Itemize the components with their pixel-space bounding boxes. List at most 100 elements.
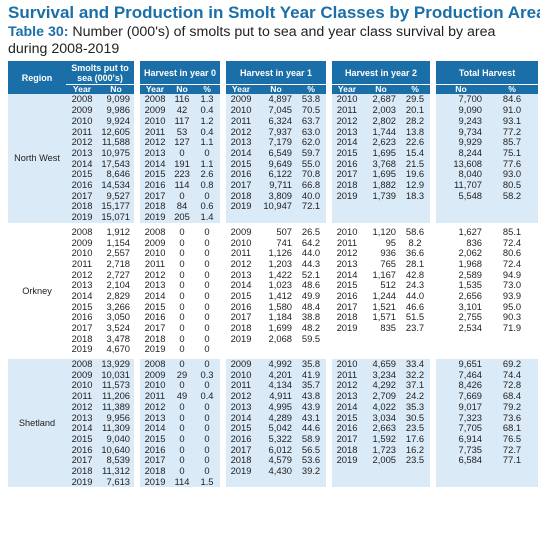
total-pct-cell: 69.2 xyxy=(486,358,539,370)
harvest2-no-cell: 2,623 xyxy=(362,137,401,148)
harvest1-pct-cell: 49.9 xyxy=(296,290,327,302)
harvest0-pct-cell: 0 xyxy=(194,358,221,370)
total-no-cell: 9,017 xyxy=(436,401,487,413)
harvest1-pct-cell: 44.3 xyxy=(296,258,327,270)
table-row: 2014 11,309 2014 0 0 2015 5,042 44.6 2016 2,663 23… xyxy=(8,423,539,434)
smolt-year-cell: 2011 xyxy=(66,391,98,402)
harvest1-year-cell: 2013 xyxy=(226,401,257,413)
harvest2-no-cell: 1,167 xyxy=(362,269,401,281)
harvest2-no-cell: 2,663 xyxy=(362,423,401,434)
smolt-count-cell: 9,924 xyxy=(98,115,135,127)
harvest1-year-cell: 2009 xyxy=(226,226,257,238)
harvest1-no-cell: 1,699 xyxy=(256,322,297,334)
harvest1-year-cell: 2017 xyxy=(226,444,257,456)
harvest1-pct-cell: 43.1 xyxy=(296,412,327,424)
harvest0-year-cell: 2010 xyxy=(140,248,171,259)
harvest1-year-cell: 2011 xyxy=(226,380,257,392)
smolt-count-cell: 12,605 xyxy=(98,126,135,138)
table-row: 2013 9,956 2013 0 0 2014 4,289 43.1 2015 3,034 30.… xyxy=(8,412,539,424)
harvest1-no-cell: 4,134 xyxy=(256,380,297,392)
smolt-year-cell: 2015 xyxy=(66,433,98,445)
harvest2-no-cell: 2,709 xyxy=(362,391,401,402)
harvest0-pct-cell: 0 xyxy=(194,280,221,291)
harvest2-pct-cell: 16.2 xyxy=(400,444,431,456)
harvest2-pct-cell: 37.1 xyxy=(400,380,431,392)
harvest0-pct-cell: 0 xyxy=(194,423,221,434)
harvest2-pct-cell xyxy=(400,201,431,213)
harvest2-no-cell: 1,120 xyxy=(362,226,401,238)
smolt-year-cell: 2019 xyxy=(66,476,98,488)
total-pct-cell: 72.4 xyxy=(486,258,539,270)
harvest1-no-cell: 1,126 xyxy=(256,248,297,259)
harvest1-no-cell: 4,289 xyxy=(256,412,297,424)
harvest2-year-cell: 2018 xyxy=(332,179,363,191)
smolt-year-cell: 2010 xyxy=(66,380,98,392)
harvest2-pct-cell: 23.5 xyxy=(400,455,431,466)
total-pct-cell: 74.4 xyxy=(486,369,539,381)
harvest0-pct-cell: 0 xyxy=(194,258,221,270)
harvest1-no-cell: 507 xyxy=(256,226,297,238)
header-year: Year xyxy=(66,84,98,94)
total-no-cell xyxy=(436,465,487,477)
table-row: 2016 10,640 2016 0 0 2017 6,012 56.5 2018 1,723 16… xyxy=(8,444,539,456)
smolt-year-cell: 2009 xyxy=(66,237,98,249)
harvest1-pct-cell: 63.7 xyxy=(296,115,327,127)
smolt-year-cell: 2010 xyxy=(66,115,98,127)
harvest2-year-cell: 2012 xyxy=(332,380,363,392)
harvest2-year-cell: 2018 xyxy=(332,312,363,323)
harvest1-no-cell: 741 xyxy=(256,237,297,249)
harvest0-no-cell: 0 xyxy=(170,401,195,413)
smolt-year-cell: 2016 xyxy=(66,179,98,191)
smolt-count-cell: 3,050 xyxy=(98,312,135,323)
harvest0-year-cell: 2009 xyxy=(140,105,171,116)
harvest1-year-cell: 2013 xyxy=(226,269,257,281)
harvest1-pct-cell: 62.0 xyxy=(296,137,327,148)
harvest2-no-cell: 4,022 xyxy=(362,401,401,413)
total-pct-cell: 80.6 xyxy=(486,248,539,259)
total-no-cell: 7,735 xyxy=(436,444,487,456)
smolt-count-cell: 11,206 xyxy=(98,391,135,402)
harvest1-no-cell: 2,068 xyxy=(256,333,297,345)
harvest1-pct-cell: 35.8 xyxy=(296,358,327,370)
harvest1-no-cell: 4,911 xyxy=(256,391,297,402)
harvest0-pct-cell: 0 xyxy=(194,444,221,456)
table-row: 2016 3,050 2016 0 0 2017 1,184 38.8 2018 1,571 51.… xyxy=(8,312,539,323)
harvest2-year-cell xyxy=(332,212,363,223)
harvest0-year-cell: 2014 xyxy=(140,423,171,434)
harvest1-pct-cell: 39.2 xyxy=(296,465,327,477)
harvest1-pct-cell: 64.2 xyxy=(296,237,327,249)
harvest2-year-cell xyxy=(332,465,363,477)
total-pct-cell: 72.7 xyxy=(486,444,539,456)
header-harvest-year0: Harvest in year 0 xyxy=(140,61,221,85)
smolt-count-cell: 13,929 xyxy=(98,358,135,370)
harvest0-no-cell: 0 xyxy=(170,280,195,291)
harvest0-no-cell: 0 xyxy=(170,423,195,434)
harvest1-pct-cell: 58.9 xyxy=(296,433,327,445)
harvest2-no-cell: 1,244 xyxy=(362,290,401,302)
harvest2-year-cell: 2014 xyxy=(332,269,363,281)
harvest0-year-cell: 2008 xyxy=(140,94,171,106)
harvest0-year-cell: 2011 xyxy=(140,391,171,402)
region-name: Orkney xyxy=(8,226,66,355)
harvest1-pct-cell: 53.8 xyxy=(296,94,327,106)
table-row: 2018 15,177 2018 84 0.6 2019 10,947 72.1 xyxy=(8,201,539,213)
smolt-year-cell: 2016 xyxy=(66,444,98,456)
harvest1-year-cell: 2015 xyxy=(226,290,257,302)
smolt-year-cell: 2011 xyxy=(66,126,98,138)
total-no-cell: 9,734 xyxy=(436,126,487,138)
smolt-count-cell: 10,975 xyxy=(98,147,135,159)
header-no: No xyxy=(256,84,297,94)
harvest2-year-cell: 2019 xyxy=(332,322,363,334)
harvest1-no-cell: 4,897 xyxy=(256,94,297,106)
harvest1-no-cell: 9,711 xyxy=(256,179,297,191)
harvest0-no-cell: 0 xyxy=(170,226,195,238)
harvest1-year-cell: 2010 xyxy=(226,105,257,116)
smolt-year-cell: 2014 xyxy=(66,290,98,302)
harvest1-no-cell: 3,809 xyxy=(256,190,297,202)
harvest2-no-cell: 1,571 xyxy=(362,312,401,323)
harvest1-year-cell: 2012 xyxy=(226,126,257,138)
total-no-cell: 1,627 xyxy=(436,226,487,238)
harvest1-year-cell: 2017 xyxy=(226,179,257,191)
harvest2-pct-cell: 8.2 xyxy=(400,237,431,249)
harvest1-pct-cell: 52.1 xyxy=(296,269,327,281)
